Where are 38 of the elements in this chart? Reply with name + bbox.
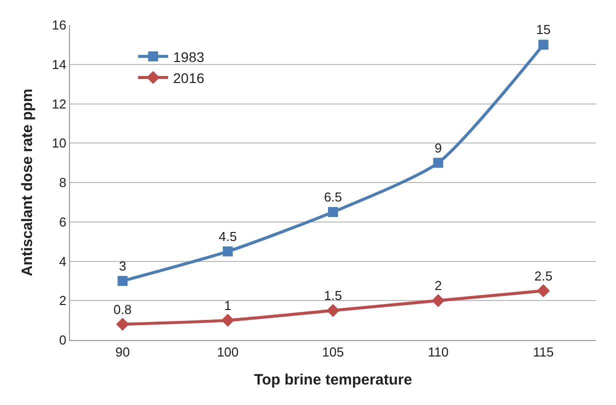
y-tick-label: 16	[52, 18, 66, 33]
point	[221, 314, 234, 327]
x-axis-title: Top brine temperature	[254, 372, 412, 389]
point	[118, 276, 128, 286]
data-label: 2.5	[534, 268, 552, 284]
x-tick-label: 90	[115, 344, 130, 360]
point	[222, 246, 233, 256]
point	[326, 304, 340, 317]
point	[433, 158, 444, 168]
y-tick-label: 4	[59, 254, 66, 269]
x-tick-label: 105	[322, 344, 344, 360]
x-tick-label: 110	[428, 344, 449, 360]
y-tick-label: 12	[52, 96, 66, 112]
data-label: 2	[434, 278, 442, 294]
y-tick-label: 10	[52, 136, 66, 151]
y-tick-label: 0	[59, 332, 66, 348]
point	[538, 40, 548, 50]
point	[536, 284, 550, 298]
x-tick-label: 115	[533, 344, 554, 360]
y-tick-label: 2	[59, 293, 66, 308]
y-tick-label: 6	[59, 214, 66, 230]
data-label: 4.5	[218, 228, 237, 244]
data-label: 1	[224, 298, 232, 313]
data-label: 3	[118, 258, 126, 274]
data-label: 1.5	[324, 288, 342, 303]
y-tick-label: 8	[59, 175, 66, 190]
data-label: 15	[536, 22, 551, 38]
data-label: 6.5	[324, 190, 342, 205]
point	[116, 318, 130, 331]
y-axis-title: Antiscalant dose rate ppm	[19, 88, 36, 276]
point	[328, 207, 338, 218]
data-label: 9	[434, 140, 442, 156]
point	[432, 294, 445, 308]
legend-label: 2016	[173, 70, 204, 86]
data-label: 0.8	[114, 302, 132, 317]
x-tick-label: 100	[216, 344, 239, 360]
y-tick-label: 14	[52, 56, 66, 72]
legend-label: 1983	[173, 48, 204, 65]
